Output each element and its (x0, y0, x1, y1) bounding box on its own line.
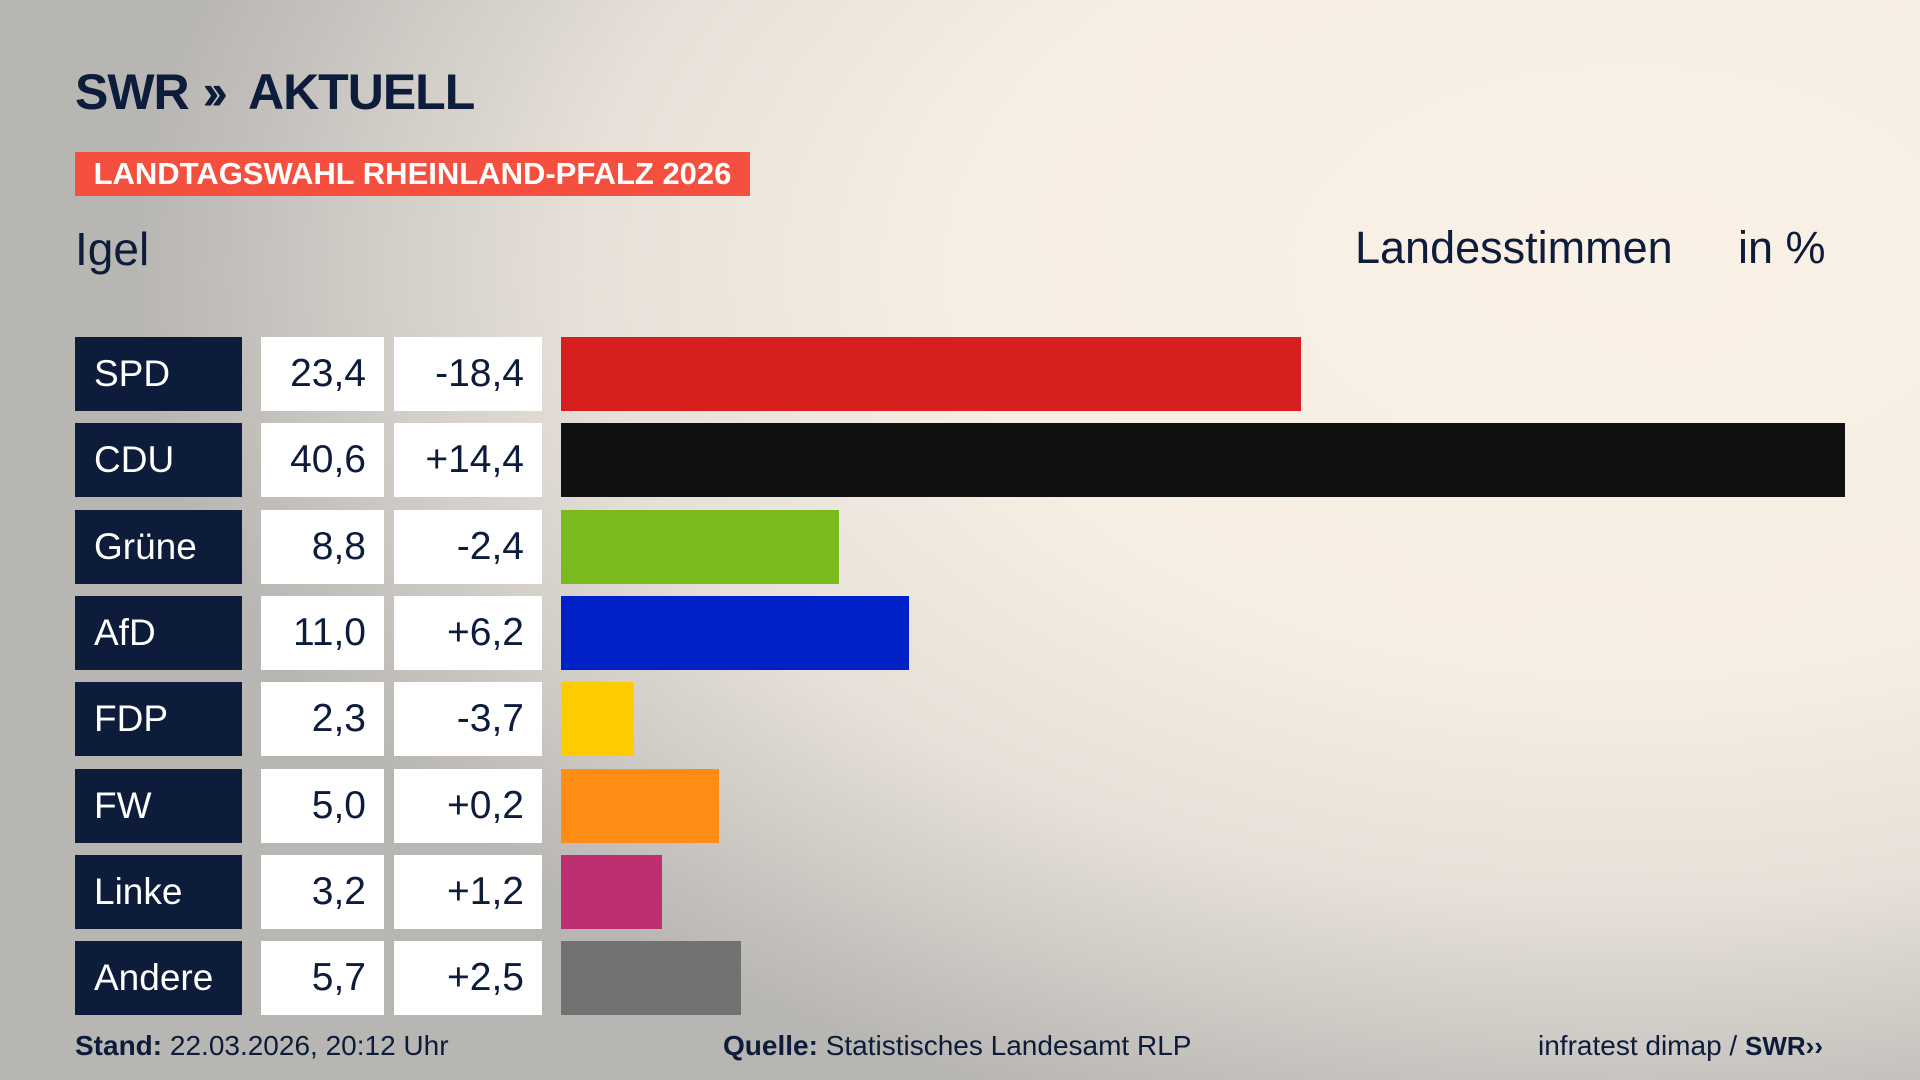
value-label: 11,0 (261, 595, 384, 670)
change-label: +14,4 (394, 423, 542, 498)
party-label: AfD (75, 595, 242, 670)
party-row: Andere 5,7 +2,5 (75, 941, 1875, 1016)
party-label: Andere (75, 941, 242, 1016)
change-label: +1,2 (394, 854, 542, 929)
timestamp: Stand: 22.03.2026, 20:12 Uhr (75, 1030, 449, 1062)
stand-value: 22.03.2026, 20:12 Uhr (169, 1030, 449, 1061)
change-label: -18,4 (394, 337, 542, 411)
value-label: 5,7 (261, 941, 384, 1016)
chevrons-icon: ›› (202, 64, 228, 120)
measure-label: Landesstimmen (1355, 222, 1673, 273)
bar-spd (561, 337, 1302, 411)
swr-aktuell-logo: SWR ›› AKTUELL (75, 64, 475, 120)
party-label: FDP (75, 682, 242, 757)
party-row: Linke 3,2 +1,2 (75, 854, 1875, 929)
value-label: 23,4 (261, 337, 384, 411)
value-label: 5,0 (261, 768, 384, 843)
party-row: CDU 40,6 +14,4 (75, 423, 1875, 498)
election-banner: LANDTAGSWAHL RHEINLAND-PFALZ 2026 (75, 152, 750, 196)
party-label: Grüne (75, 509, 242, 584)
logo-swr: SWR (75, 64, 190, 120)
credit: infratest dimap / SWR›› (1538, 1030, 1823, 1062)
source-label: Quelle: (723, 1030, 818, 1061)
party-label: SPD (75, 337, 242, 411)
source: Quelle: Statistisches Landesamt RLP (723, 1030, 1191, 1062)
party-row: FW 5,0 +0,2 (75, 768, 1875, 843)
bar-grüne (561, 509, 840, 584)
bar-andere (561, 941, 742, 1016)
change-label: -2,4 (394, 509, 542, 584)
party-row: FDP 2,3 -3,7 (75, 682, 1875, 757)
credit-swr-logo: SWR›› (1744, 1031, 1823, 1061)
value-label: 3,2 (261, 854, 384, 929)
party-row: AfD 11,0 +6,2 (75, 595, 1875, 670)
credit-text: infratest dimap / (1538, 1030, 1738, 1061)
party-label: CDU (75, 423, 242, 498)
bar-fw (561, 768, 720, 843)
change-label: +6,2 (394, 595, 542, 670)
change-label: +2,5 (394, 941, 542, 1016)
change-label: +0,2 (394, 768, 542, 843)
party-row: Grüne 8,8 -2,4 (75, 509, 1875, 584)
bar-linke (561, 854, 663, 929)
change-label: -3,7 (394, 682, 542, 757)
source-value: Statistisches Landesamt RLP (825, 1030, 1192, 1061)
party-label: FW (75, 768, 242, 843)
value-label: 2,3 (261, 682, 384, 757)
value-label: 8,8 (261, 509, 384, 584)
bar-fdp (561, 682, 634, 757)
party-label: Linke (75, 854, 242, 929)
bar-cdu (561, 423, 1845, 498)
stand-label: Stand: (75, 1030, 163, 1061)
party-row: SPD 23,4 -18,4 (75, 337, 1875, 411)
unit-label: in % (1738, 222, 1826, 273)
bar-afd (561, 595, 909, 670)
region-title: Igel (75, 223, 150, 275)
logo-aktuell: AKTUELL (247, 64, 475, 120)
value-label: 40,6 (261, 423, 384, 498)
